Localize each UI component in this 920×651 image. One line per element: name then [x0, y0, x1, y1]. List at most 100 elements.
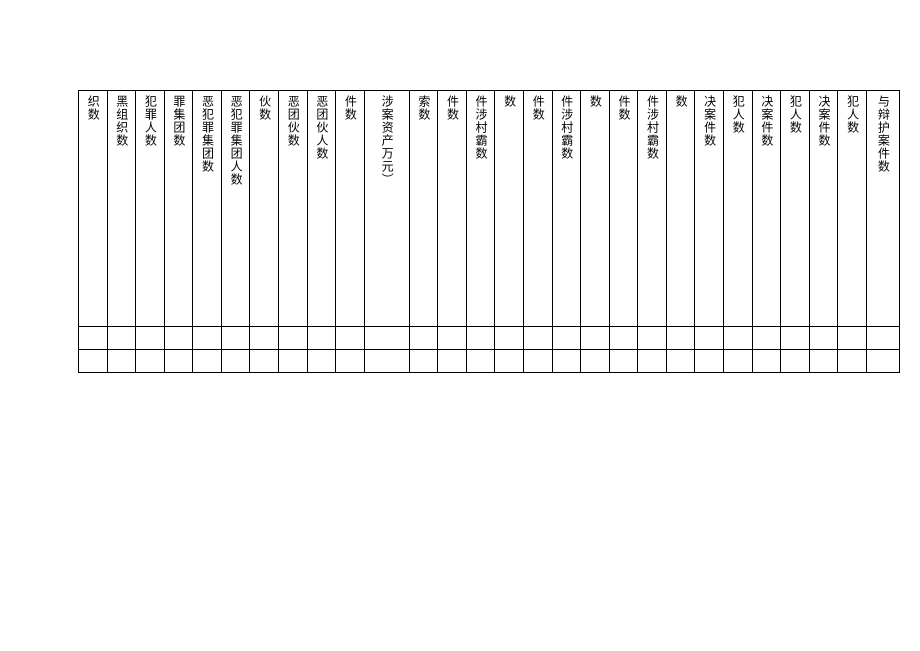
- table-cell: [364, 327, 409, 350]
- column-header: 件涉村霸数: [552, 91, 581, 327]
- column-header: 件涉村霸数: [466, 91, 495, 327]
- table-cell: [307, 327, 336, 350]
- table-cell: [581, 327, 610, 350]
- table-cell: [552, 327, 581, 350]
- table-cell: [495, 327, 524, 350]
- column-header-label: 伙数: [256, 91, 273, 121]
- table-cell: [136, 350, 165, 373]
- table-cell: [781, 327, 810, 350]
- table-cell: [409, 350, 438, 373]
- column-header-label: 件数: [444, 91, 461, 121]
- column-header: 恶团伙人数: [307, 91, 336, 327]
- column-header-label: 数: [501, 91, 518, 108]
- column-header: 黑组织数: [107, 91, 136, 327]
- column-header: 恶犯罪集团数: [193, 91, 222, 327]
- table-cell: [164, 327, 193, 350]
- column-header: 决案件数: [752, 91, 781, 327]
- table-cell: [609, 327, 638, 350]
- column-header-label: 决案件数: [758, 91, 775, 147]
- table-cell: [666, 350, 695, 373]
- table-cell: [781, 350, 810, 373]
- table-cell: [695, 350, 724, 373]
- table-cell: [552, 350, 581, 373]
- table-cell: [609, 350, 638, 373]
- column-header-label: 犯罪人数: [142, 91, 159, 147]
- column-header-label: 犯人数: [787, 91, 804, 134]
- column-header-label: 恶团伙数: [284, 91, 301, 147]
- column-header-label: 犯人数: [729, 91, 746, 134]
- column-header-label: 件涉村霸数: [558, 91, 575, 160]
- column-header-label: 恶犯罪集团人数: [227, 91, 244, 186]
- table-cell: [495, 350, 524, 373]
- table-cell: [409, 327, 438, 350]
- column-header: 恶团伙数: [279, 91, 308, 327]
- column-header: 与辩护案件数: [866, 91, 899, 327]
- column-header-label: 索数: [415, 91, 432, 121]
- table-cell: [164, 350, 193, 373]
- table-cell: [221, 327, 250, 350]
- table-cell: [250, 350, 279, 373]
- table-row: [79, 327, 900, 350]
- column-header-label: 决案件数: [815, 91, 832, 147]
- table-cell: [695, 327, 724, 350]
- table-cell: [364, 350, 409, 373]
- table-cell: [809, 350, 838, 373]
- table-cell: [752, 327, 781, 350]
- table-cell: [838, 350, 867, 373]
- column-header-label: 恶犯罪集团数: [199, 91, 216, 173]
- table-cell: [438, 350, 467, 373]
- table-cell: [524, 350, 553, 373]
- table-cell: [866, 327, 899, 350]
- column-header: 犯人数: [781, 91, 810, 327]
- table-cell: [193, 327, 222, 350]
- stats-table-container: 织数黑组织数犯罪人数罪集团数恶犯罪集团数恶犯罪集团人数伙数恶团伙数恶团伙人数件数…: [78, 90, 900, 373]
- column-header: 件数: [524, 91, 553, 327]
- table-cell: [336, 350, 365, 373]
- table-cell: [466, 350, 495, 373]
- table-cell: [307, 350, 336, 373]
- column-header: 涉案资产万元）: [364, 91, 409, 327]
- table-cell: [279, 350, 308, 373]
- table-cell: [79, 350, 108, 373]
- table-cell: [666, 327, 695, 350]
- column-header-label: 数: [672, 91, 689, 108]
- column-header: 织数: [79, 91, 108, 327]
- table-cell: [136, 327, 165, 350]
- column-header: 犯罪人数: [136, 91, 165, 327]
- table-cell: [724, 350, 753, 373]
- table-cell: [838, 327, 867, 350]
- table-header-row: 织数黑组织数犯罪人数罪集团数恶犯罪集团数恶犯罪集团人数伙数恶团伙数恶团伙人数件数…: [79, 91, 900, 327]
- column-header-label: 涉案资产万元）: [378, 91, 395, 186]
- column-header: 恶犯罪集团人数: [221, 91, 250, 327]
- column-header-label: 件数: [529, 91, 546, 121]
- column-header: 件数: [438, 91, 467, 327]
- table-cell: [250, 327, 279, 350]
- column-header: 决案件数: [809, 91, 838, 327]
- table-cell: [79, 327, 108, 350]
- column-header-label: 恶团伙人数: [313, 91, 330, 160]
- column-header-label: 件数: [342, 91, 359, 121]
- table-cell: [581, 350, 610, 373]
- column-header-label: 件涉村霸数: [472, 91, 489, 160]
- table-cell: [438, 327, 467, 350]
- table-cell: [466, 327, 495, 350]
- column-header-label: 织数: [84, 91, 101, 121]
- column-header: 件数: [336, 91, 365, 327]
- table-cell: [221, 350, 250, 373]
- table-cell: [524, 327, 553, 350]
- column-header-label: 黑组织数: [113, 91, 130, 147]
- column-header: 决案件数: [695, 91, 724, 327]
- stats-table: 织数黑组织数犯罪人数罪集团数恶犯罪集团数恶犯罪集团人数伙数恶团伙数恶团伙人数件数…: [78, 90, 900, 373]
- table-cell: [107, 350, 136, 373]
- table-cell: [279, 327, 308, 350]
- table-cell: [336, 327, 365, 350]
- column-header: 罪集团数: [164, 91, 193, 327]
- table-cell: [107, 327, 136, 350]
- table-cell: [724, 327, 753, 350]
- column-header: 数: [495, 91, 524, 327]
- column-header-label: 件数: [615, 91, 632, 121]
- table-row: [79, 350, 900, 373]
- table-cell: [809, 327, 838, 350]
- table-cell: [866, 350, 899, 373]
- column-header-label: 数: [587, 91, 604, 108]
